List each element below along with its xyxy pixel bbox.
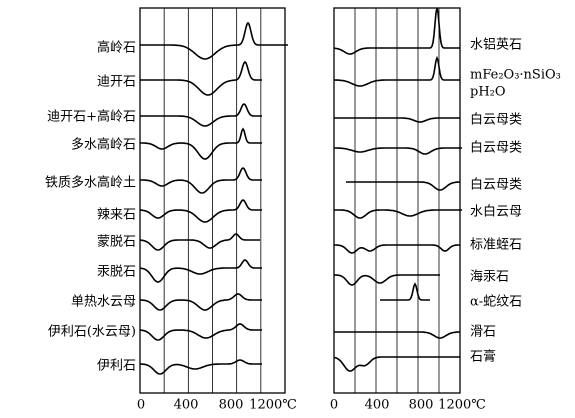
dta-curve (140, 167, 262, 194)
curve-label: 石膏 (470, 349, 496, 365)
curve-label: 蒙脱石 (97, 235, 136, 250)
curve-label: 滑石 (470, 325, 496, 340)
dta-curve (139, 323, 262, 341)
curve-label: 迪开石 (97, 75, 136, 90)
curve-label: 白云母类 (470, 177, 522, 193)
curve-label: 伊利石 (97, 359, 136, 374)
dta-curve (380, 282, 430, 301)
dta-curve (140, 127, 262, 160)
x-tick-label: 1200℃ (249, 398, 297, 413)
curve-label: 水白云母 (470, 204, 522, 220)
x-tick-label: 800 (409, 398, 434, 413)
dta-curve (140, 60, 262, 96)
curve-label: 辣来石 (97, 208, 136, 223)
curve-label: 铁质多水高岭土 (45, 175, 136, 191)
dta-curve (139, 293, 262, 311)
curve-label: 海汞石 (470, 270, 509, 285)
curve-label: pH₂O (470, 85, 506, 100)
x-tick-label: 0 (137, 398, 145, 413)
x-tick-label: 400 (174, 398, 199, 413)
x-tick-label: 0 (330, 398, 338, 413)
dta-curve (140, 199, 262, 223)
dta-curve (140, 103, 262, 127)
curve-label: 标准蛭石 (470, 238, 522, 253)
curve-label: 伊利石(水云母) (48, 325, 136, 340)
curve-label: 汞脱石 (97, 265, 136, 280)
dta-curve (334, 244, 460, 254)
dta-curve (333, 7, 460, 55)
curve-label: mFe₂O₃·nSiO₃ (470, 68, 561, 83)
dta-curve (334, 117, 460, 123)
dta-curve (334, 274, 440, 286)
dta-curve (139, 233, 260, 251)
x-tick-label: 400 (365, 398, 390, 413)
dta-curve (346, 181, 461, 191)
dta-curve (333, 356, 460, 372)
curve-label: 白云母类 (470, 140, 522, 156)
dta-curve (334, 209, 462, 219)
dta-curve (334, 331, 460, 339)
curve-label: α-蛇纹石 (470, 295, 522, 310)
dta-curve (139, 359, 262, 375)
dta-curve (140, 21, 288, 60)
curve-label: 迪开石+高岭石 (47, 109, 136, 125)
dta-curve (334, 147, 462, 155)
x-tick-label: 800 (219, 398, 244, 413)
x-tick-label: 1200℃ (438, 398, 486, 413)
curve-label: 单热水云母 (71, 295, 136, 310)
dta-curve (334, 55, 460, 87)
curve-label: 白云母类 (470, 112, 522, 128)
curve-label: 水铝英石 (470, 38, 522, 53)
dta-curve (139, 259, 262, 283)
curve-label: 高岭石 (97, 40, 136, 56)
curve-label: 多水高岭石 (71, 137, 136, 153)
